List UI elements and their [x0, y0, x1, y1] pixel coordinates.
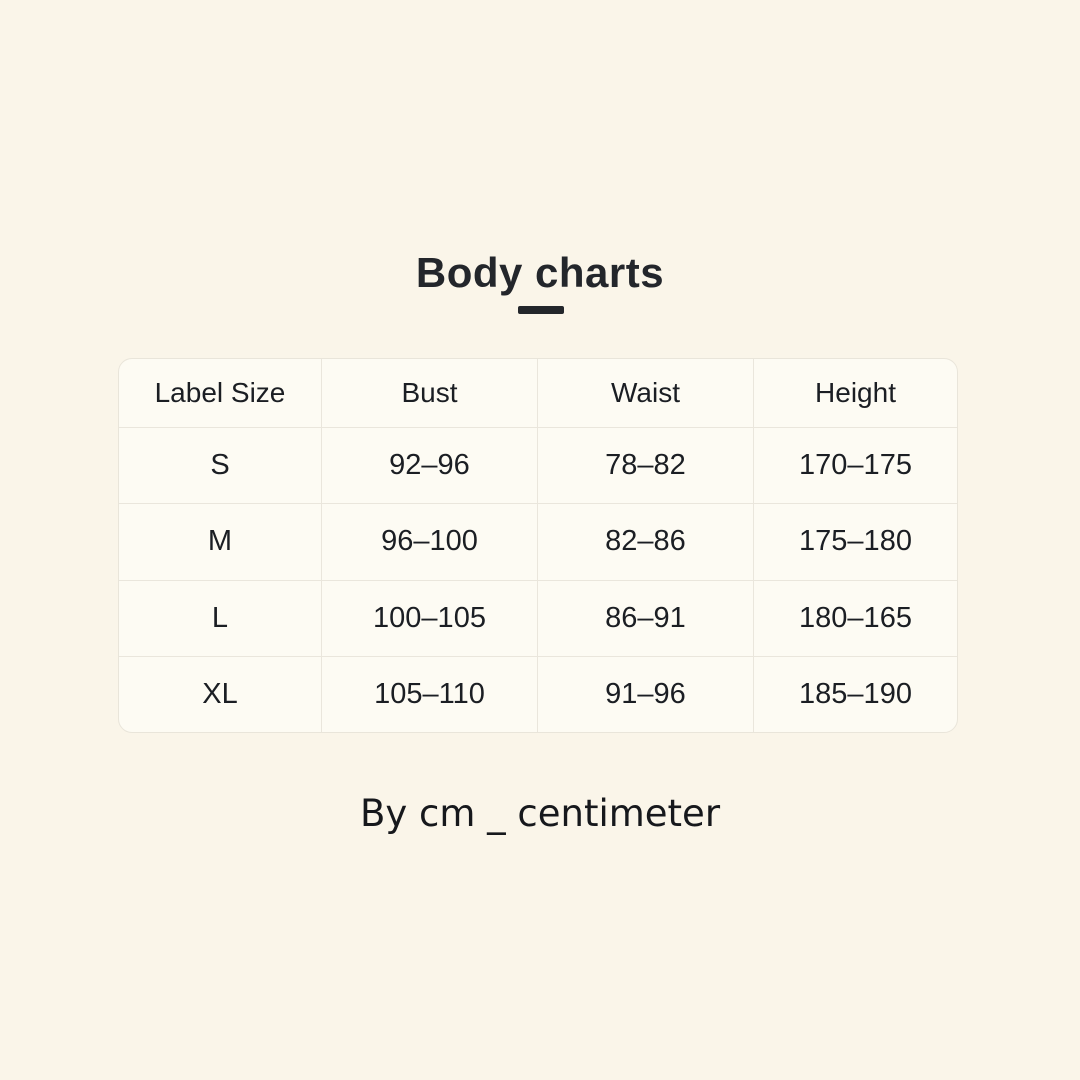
size-table: Label Size Bust Waist Height S 92–96 78–…	[118, 358, 958, 733]
cell-bust-l: 100–105	[321, 579, 537, 656]
cell-waist-xl: 91–96	[537, 655, 753, 732]
col-header-waist: Waist	[537, 359, 753, 427]
unit-note: By cm _ centimeter	[359, 792, 721, 835]
cell-height-xl: 185–190	[753, 655, 957, 732]
cell-waist-l: 86–91	[537, 579, 753, 656]
cell-bust-xl: 105–110	[321, 655, 537, 732]
col-header-label-size: Label Size	[154, 377, 286, 408]
cell-height-l: 180–165	[753, 579, 957, 656]
cell-height-s: 170–175	[753, 427, 957, 504]
cell-waist-m: 82–86	[537, 503, 753, 580]
page-title: Body charts	[415, 249, 665, 296]
cell-size-l: L	[119, 579, 321, 656]
cell-bust-s: 92–96	[321, 427, 537, 504]
col-header-height: Height	[753, 359, 957, 427]
cell-size-xl: XL	[119, 655, 321, 732]
cell-size-s: S	[119, 427, 321, 503]
title-underline	[518, 306, 564, 314]
cell-bust-m: 96–100	[321, 503, 537, 580]
col-header-bust: Bust	[321, 359, 537, 427]
cell-waist-s: 78–82	[537, 427, 753, 504]
cell-size-m: M	[119, 503, 321, 579]
cell-height-m: 175–180	[753, 503, 957, 580]
